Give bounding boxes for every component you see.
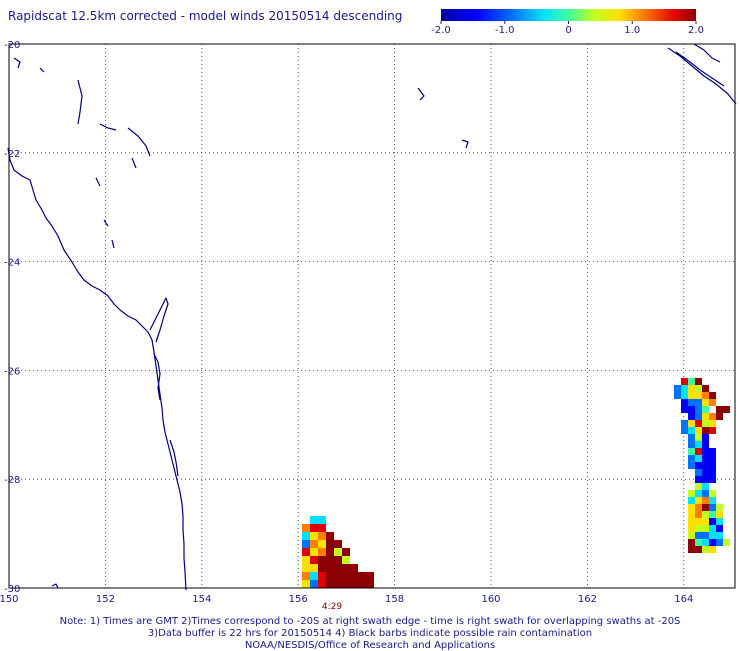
longitude-label: 158: [385, 594, 404, 605]
australia-coastline: [7, 147, 187, 591]
latitude-label: -22: [4, 149, 20, 160]
reef-islet-11: [461, 139, 469, 149]
coastline: [7, 43, 737, 591]
note-line-1: Note: 1) Times are GMT 2)Times correspon…: [59, 616, 681, 627]
colorbar-tick-label: 1.0: [624, 25, 640, 36]
swath-time-label: 4:29: [322, 602, 342, 612]
longitude-label: 154: [192, 594, 211, 605]
longitude-label: 160: [481, 594, 500, 605]
stradbroke: [169, 439, 179, 477]
reef-islet-5: [127, 127, 151, 157]
longitude-label: 152: [96, 594, 115, 605]
reef-islet-4: [99, 123, 117, 131]
reef-islet-7: [95, 177, 101, 187]
reef-islet-2: [39, 67, 45, 73]
reef-islet-8: [103, 219, 109, 227]
colorbar-gradient: [441, 9, 696, 21]
colorbar-tick-label: 2.0: [688, 25, 704, 36]
latitude-label: -28: [4, 475, 20, 486]
colorbar-tick-label: -1.0: [495, 25, 515, 36]
reef-islet-9: [111, 239, 115, 249]
reef-islet-3: [77, 79, 83, 125]
latitude-label: -24: [4, 258, 20, 269]
colorbar: -2.0 -1.0 0 1.0 2.0: [431, 9, 704, 36]
reef-islet-1: [13, 57, 21, 69]
reef-islet-6: [131, 157, 137, 169]
map-frame: [8, 43, 736, 589]
fraser-island: [149, 297, 169, 343]
islet-south: [51, 583, 59, 589]
new-caledonia-2: [693, 43, 721, 63]
latitude-label: -26: [4, 366, 20, 377]
colorbar-tick-label: 0: [565, 25, 571, 36]
new-caledonia: [667, 47, 737, 105]
map-title: Rapidscat 12.5km corrected - model winds…: [8, 9, 403, 23]
reef-islet-10: [417, 87, 425, 101]
moreton-coast: [153, 353, 161, 401]
longitude-label: 164: [674, 594, 693, 605]
graticule: [9, 44, 735, 588]
wind-swath: [302, 378, 730, 588]
longitude-label: 156: [289, 594, 308, 605]
latitude-label: -20: [4, 40, 20, 51]
note-line-2: 3)Data buffer is 22 hrs for 20150514 4) …: [147, 628, 593, 639]
longitude-label: 162: [578, 594, 597, 605]
latitude-label: -30: [4, 584, 20, 595]
note-line-3: NOAA/NESDIS/Office of Research and Appli…: [244, 640, 496, 651]
colorbar-tick-label: -2.0: [431, 25, 451, 36]
longitude-label: 150: [0, 594, 19, 605]
